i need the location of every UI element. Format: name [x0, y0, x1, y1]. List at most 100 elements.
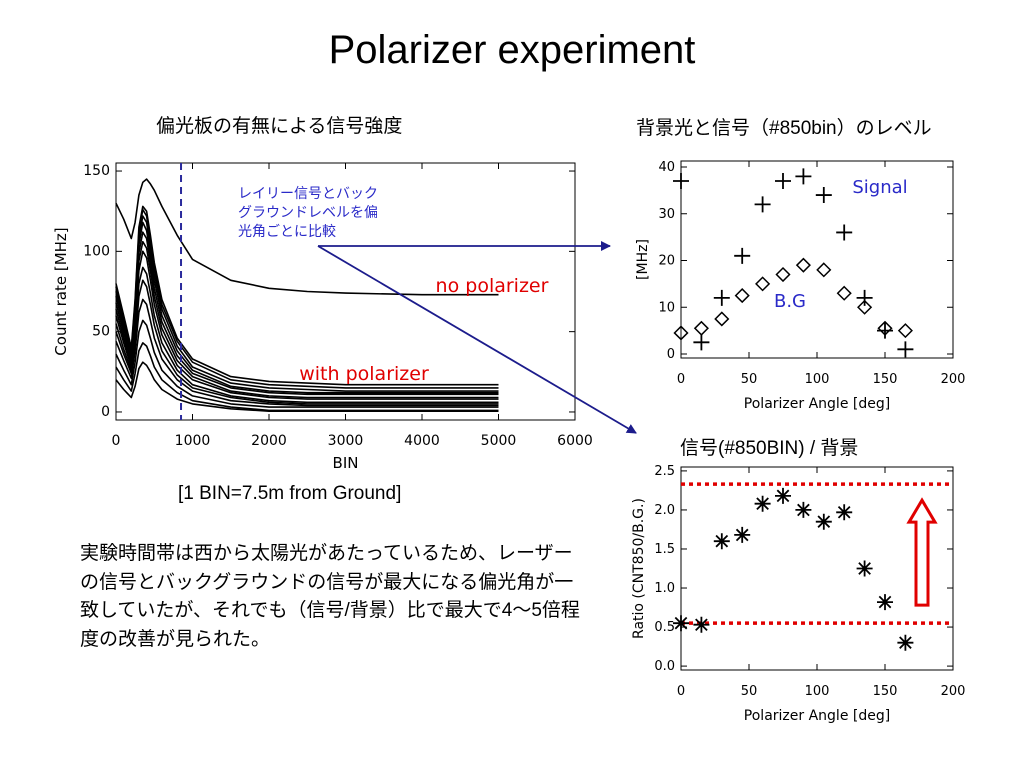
y-tick-label: 100: [83, 243, 110, 259]
signal-point: [815, 187, 832, 204]
y-tick-label: 0: [667, 347, 675, 362]
y-axis-label: Count rate [MHz]: [52, 227, 70, 355]
y-tick-label: 0.0: [654, 659, 675, 674]
ratio-point: [856, 560, 873, 577]
x-tick-label: 2000: [251, 433, 287, 449]
body-text: 実験時間帯は西から太陽光があたっているため、レーザーの信号とバックグラウンドの信…: [80, 543, 580, 650]
signal-point: [877, 322, 893, 339]
plot-frame: [680, 160, 954, 359]
signal-point: [673, 173, 689, 190]
y-tick-label: 1.0: [654, 581, 675, 596]
series-line: [115, 342, 499, 412]
x-tick-label: 0: [677, 372, 685, 387]
signal-point: [795, 168, 812, 185]
series-line: [115, 298, 499, 407]
x-tick-label: 50: [741, 372, 758, 387]
bg-point: [795, 257, 811, 273]
bg-point: [734, 288, 750, 304]
comparison-annotation-line: 光角ごとに比較: [238, 224, 336, 240]
y-tick-label: 30: [658, 207, 675, 222]
x-tick-label: 200: [941, 684, 966, 699]
series-line: [115, 319, 499, 408]
ratio-point: [713, 533, 730, 550]
ratio-point: [815, 513, 832, 530]
ratio-chart: 0 50 100 150 200 0.0 0.5 1.0 1.5 2.0 2.5 Polarizer …: [631, 464, 965, 724]
ratio-point: [897, 634, 914, 651]
bg-point: [857, 299, 873, 315]
bg-point: [693, 320, 709, 336]
y-tick-label: 20: [658, 254, 675, 269]
x-tick-label: 0: [112, 433, 121, 449]
x-tick-label: 1000: [175, 433, 211, 449]
comparison-annotation-line: グラウンドレベルを偏: [238, 205, 378, 221]
x-axis-label: Polarizer Angle [deg]: [744, 396, 890, 412]
x-tick-label: 5000: [481, 433, 517, 449]
ratio-point: [734, 526, 751, 543]
signal-point: [754, 196, 771, 213]
series-line: [115, 361, 499, 412]
levels-chart: 0 50 100 150 200 0 10 20 30 40 Polarizer Angle [de…: [635, 160, 965, 412]
x-tick-label: 3000: [328, 433, 364, 449]
x-axis-label: BIN: [333, 454, 359, 472]
signal-point: [836, 224, 853, 241]
bg-point: [877, 320, 893, 336]
ratio-point: [775, 487, 791, 504]
bin-note: [1 BIN=7.5m from Ground]: [178, 483, 402, 504]
x-tick-label: 150: [873, 684, 898, 699]
y-axis-label: [MHz]: [635, 239, 651, 280]
y-tick-label: 0.5: [654, 620, 675, 635]
x-tick-label: 200: [941, 372, 966, 387]
x-tick-label: 4000: [404, 433, 440, 449]
signal-point: [693, 334, 710, 351]
ratio-point: [693, 616, 710, 633]
bg-point: [714, 311, 730, 327]
series-line: [115, 178, 499, 296]
comparison-annotation-line: レイリー信号とバック: [238, 186, 378, 202]
ratio-point: [836, 504, 853, 521]
levels-heading: 背景光と信号（#850bin）のレベル: [636, 118, 932, 139]
x-tick-label: 50: [741, 684, 758, 699]
signal-point: [775, 173, 791, 190]
improvement-arrow: [906, 497, 938, 607]
ratio-point: [877, 594, 893, 611]
count-rate-heading: 偏光板の有無による信号強度: [156, 116, 403, 137]
series-line: [115, 279, 499, 405]
bg-point: [836, 285, 852, 301]
y-tick-label: 0: [101, 404, 110, 420]
bg-point: [816, 262, 832, 278]
signal-point: [713, 289, 730, 306]
y-tick-label: 2.5: [654, 464, 675, 479]
no-polarizer-label: no polarizer: [436, 275, 549, 297]
comparison-annotation: レイリー信号とバックグラウンドレベルを偏光角ごとに比較: [238, 186, 378, 240]
y-tick-label: 40: [658, 160, 675, 175]
bg-point: [775, 266, 791, 283]
y-tick-label: 2.0: [654, 503, 675, 518]
x-axis-label: Polarizer Angle [deg]: [744, 708, 890, 724]
bg-point: [897, 323, 913, 339]
y-tick-label: 10: [658, 300, 675, 315]
x-tick-label: 150: [873, 372, 898, 387]
signal-point: [734, 247, 751, 264]
count-rate-chart: 0 1000 2000 3000 4000 5000 6000 0 50 100 150 BIN Cou…: [52, 162, 593, 472]
bg-label: B.G: [774, 291, 806, 312]
signal-label: Signal: [852, 177, 907, 198]
with-polarizer-label: with polarizer: [299, 363, 429, 385]
x-tick-label: 100: [805, 684, 830, 699]
signal-point: [856, 289, 873, 306]
slide-title: Polarizer experiment: [328, 28, 696, 72]
bg-point: [673, 325, 689, 341]
y-axis-label: Ratio (CNT850/B.G.): [631, 498, 647, 639]
ratio-point: [795, 501, 812, 518]
x-tick-label: 6000: [557, 433, 593, 449]
arrow-to-ratio: [317, 245, 637, 434]
ratio-heading: 信号(#850BIN) / 背景: [680, 438, 859, 459]
plot-frame: [680, 466, 954, 671]
x-tick-label: 0: [677, 684, 685, 699]
bg-point: [755, 276, 771, 292]
ratio-point: [754, 495, 771, 512]
ratio-point: [673, 615, 689, 632]
y-tick-label: 50: [92, 324, 110, 340]
y-tick-label: 1.5: [654, 542, 675, 557]
x-tick-label: 100: [805, 372, 830, 387]
